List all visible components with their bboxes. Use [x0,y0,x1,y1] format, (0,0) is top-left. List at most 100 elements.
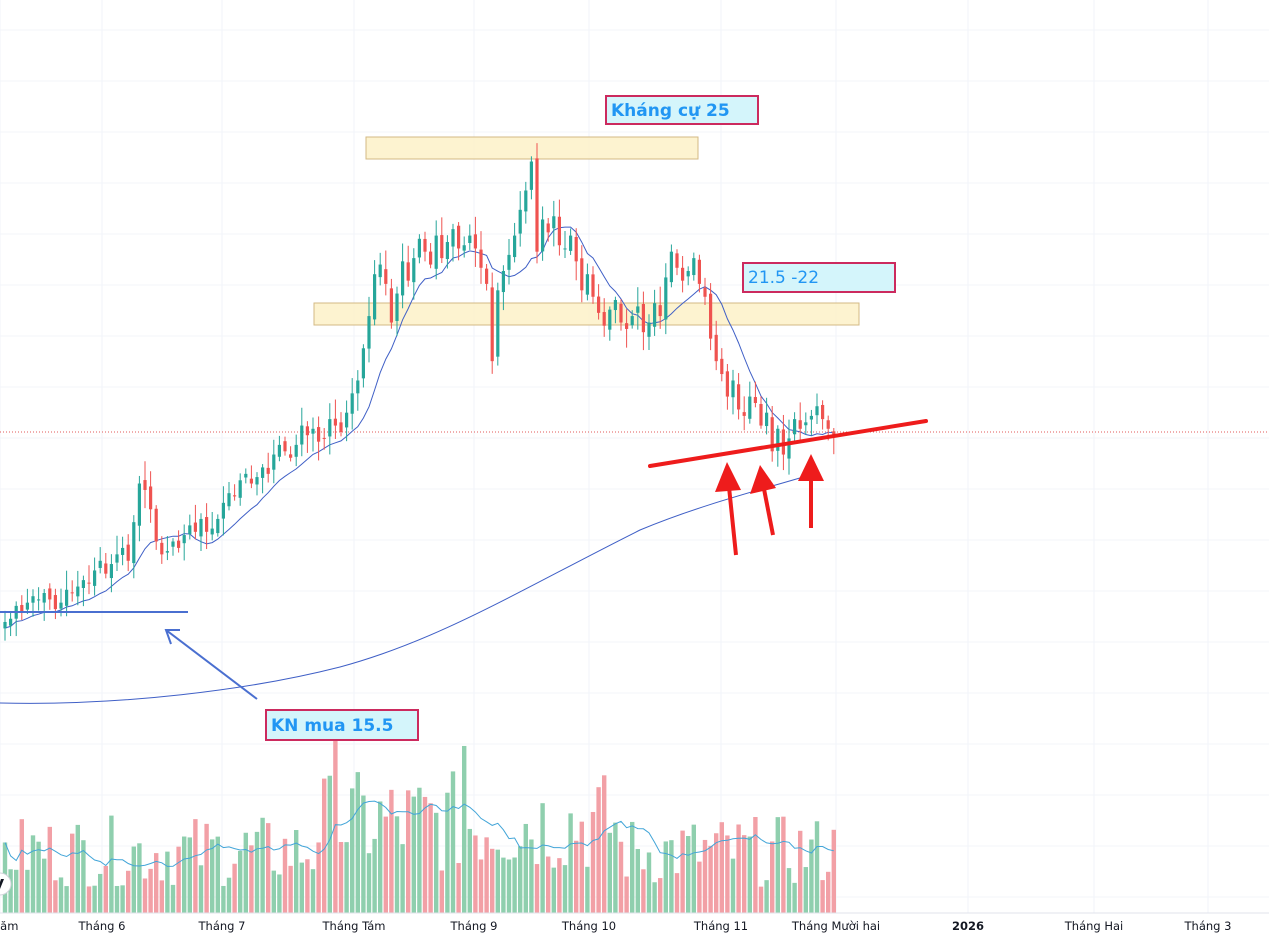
candle-body [42,593,46,603]
candle-body [826,420,830,429]
volume-bar [103,865,108,913]
volume-bar [42,858,47,913]
volume-bar [540,803,545,913]
candle-body [574,237,578,262]
candle-body [473,234,477,249]
candle-body [546,223,550,233]
candle-body [569,235,573,251]
label-resistance-25[interactable]: Kháng cự 25 [605,95,759,125]
candle-body [65,589,69,606]
volume-bar [322,778,327,913]
label-zone-21-5-22[interactable]: 21.5 -22 [742,262,896,293]
volume-bar [215,836,220,913]
volume-bar [400,844,405,913]
candle-body [182,535,186,544]
candle-body [361,348,365,379]
candle-body [821,404,825,420]
volume-bar [170,884,176,913]
volume-bar [176,846,181,913]
volume-bar [646,852,652,913]
volume-bar [826,871,831,913]
candle-body [597,296,601,313]
volume-bar [590,811,596,913]
volume-bar [154,853,159,913]
candle-body [216,518,220,534]
volume-bar [478,859,484,913]
x-tick-label: Tháng Hai [1064,919,1124,933]
volume-bar [753,817,758,913]
volume-bar [450,771,456,913]
volume-bar [81,840,86,913]
volume-bar [114,885,120,913]
volume-bar [406,790,411,913]
volume-bar [434,812,439,913]
volume-bar [714,833,719,913]
candle-body [709,293,713,339]
candle-body [613,299,617,311]
candle-body [395,293,399,321]
volume-bar [602,775,607,913]
candle-body [748,396,752,419]
candle-body [697,259,701,284]
volume-bar [226,877,232,913]
volume-bar [506,859,512,913]
tradingview-logo[interactable] [0,872,12,896]
volume-bars [2,724,836,913]
volume-bar [725,835,730,913]
candle-body [37,599,41,601]
candle-body [333,418,337,426]
rising-support-trendline[interactable] [648,419,928,468]
support-arrow-2[interactable] [762,488,775,536]
candle-body [188,525,192,535]
x-tick-label: Năm [0,919,18,933]
volume-bar [260,817,265,913]
volume-bar [271,870,276,913]
volume-bar [820,880,825,913]
candle-body [143,480,147,490]
support-arrow-1[interactable] [727,486,738,556]
x-tick-label: Tháng Mười hai [791,919,880,933]
candle-body [345,412,349,428]
candle-body [585,274,589,295]
candle-body [591,274,595,297]
candle-body [737,384,741,410]
candle-body [154,508,158,542]
candle-body [137,483,141,526]
buy-pointer-arrow[interactable] [165,629,258,700]
volume-bar [126,870,131,913]
volume-bar [422,796,428,913]
candle-body [759,404,763,426]
candle-body [255,477,259,485]
candle-body [793,419,797,435]
candle-body [742,412,746,416]
candle-body [513,235,517,258]
candle-body [496,290,500,357]
candle-body [233,495,237,497]
candle-body [378,264,382,278]
support-zone-21-5-22[interactable] [313,302,860,326]
volume-bar [635,849,640,913]
volume-bar [798,830,803,913]
volume-bar [98,873,103,913]
resistance-zone-25[interactable] [365,136,699,160]
candle-body [468,235,472,243]
volume-bar [327,775,332,913]
candle-body [765,412,769,427]
candle-body [445,242,449,260]
candle-body [809,415,813,420]
candle-body [132,522,136,564]
label-buy-15-5[interactable]: KN mua 15.5 [265,709,419,741]
volume-bar [338,842,344,913]
candle-body [529,161,533,190]
volume-bar [148,868,153,913]
volume-bar [445,792,450,913]
candle-body [535,158,539,252]
volume-bar [585,866,590,913]
candle-body [104,563,108,574]
volume-bar [288,865,293,913]
volume-bar [691,824,696,913]
candle-body [703,287,707,297]
candle-body [238,480,242,498]
volume-bar [137,843,142,913]
